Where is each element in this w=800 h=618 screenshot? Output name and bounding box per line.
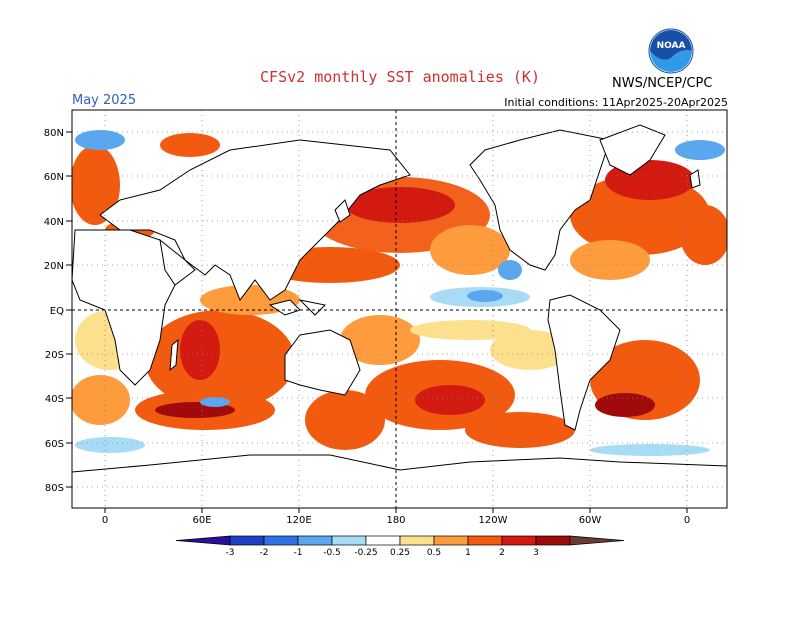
colorbar-tick-label: 0.25: [390, 548, 410, 558]
colorbar-swatch: [263, 535, 299, 546]
agency-label: NWS/NCEP/CPC: [612, 76, 713, 91]
colorbar-swatch: [501, 535, 537, 546]
lat-label: EQ: [50, 306, 64, 317]
colorbar-tick-label: 1: [465, 548, 471, 558]
colorbar-tick-label: 2: [499, 548, 505, 558]
logo-text: NOAA: [657, 41, 686, 51]
colorbar-tick-label: -0.25: [354, 548, 377, 558]
colorbar-swatch: [229, 535, 265, 546]
lat-label: 60S: [45, 439, 64, 450]
land-outlines: [72, 124, 727, 508]
colorbar-swatch: [467, 535, 503, 546]
colorbar-swatch: [175, 535, 231, 546]
noaa-logo: NOAA: [648, 28, 694, 78]
graticule: [72, 110, 727, 508]
colorbar-swatch: [569, 535, 625, 546]
lat-label: 20S: [45, 350, 64, 361]
colorbar-tick-label: -2: [260, 548, 269, 558]
colorbar-swatch: [399, 535, 435, 546]
forecast-month: May 2025: [72, 93, 137, 108]
lon-label: 60W: [579, 515, 602, 526]
colorbar-tick-label: 3: [533, 548, 539, 558]
colorbar-tick-label: -0.5: [323, 548, 341, 558]
lat-label: 20N: [44, 261, 64, 272]
colorbar-tick-label: 0.5: [427, 548, 441, 558]
lon-label: 0: [684, 515, 690, 526]
colorbar: -3 -2 -1 -0.5 -0.25 0.25 0.5 1 2 3: [175, 535, 625, 558]
colorbar-tick-label: -3: [226, 548, 235, 558]
lat-label: 80S: [45, 483, 64, 494]
map-title: CFSv2 monthly SST anomalies (K): [260, 68, 540, 86]
lat-label: 40N: [44, 217, 64, 228]
lat-label: 60N: [44, 172, 64, 183]
lon-label: 120W: [479, 515, 508, 526]
lon-label: 0: [102, 515, 108, 526]
initial-conditions: Initial conditions: 11Apr2025-20Apr2025: [504, 96, 728, 109]
colorbar-swatch: [433, 535, 469, 546]
lon-label: 120E: [286, 515, 311, 526]
colorbar-tick-label: -1: [294, 548, 303, 558]
colorbar-swatch: [535, 535, 571, 546]
lon-label: 60E: [192, 515, 211, 526]
colorbar-swatch: [297, 535, 333, 546]
lat-label: 40S: [45, 394, 64, 405]
colorbar-swatch: [331, 535, 367, 546]
longitude-labels: 0 60E 120E 180 120W 60W 0: [102, 508, 690, 526]
map-frame: [71, 109, 728, 509]
latitude-labels: 80N 60N 40N 20N EQ 20S 40S 60S 80S: [44, 128, 72, 494]
lat-label: 80N: [44, 128, 64, 139]
colorbar-swatch: [365, 535, 401, 546]
lon-label: 180: [386, 515, 405, 526]
cool-anomaly-layer: [75, 130, 725, 456]
